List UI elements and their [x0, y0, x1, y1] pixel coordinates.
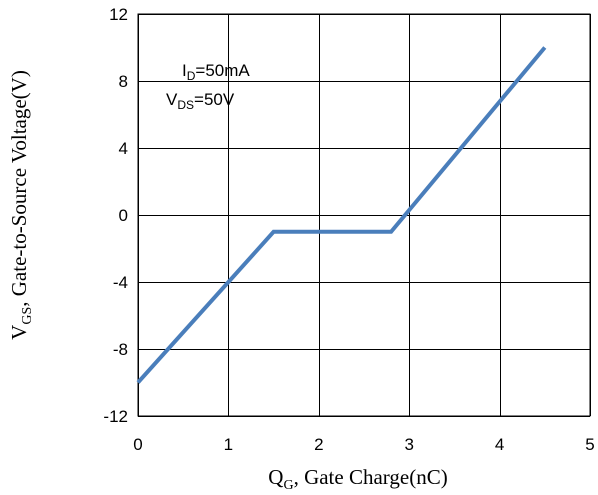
x-axis-title-main: Q	[268, 465, 283, 489]
y-tick-label: 8	[119, 72, 128, 91]
y-axis-title-rest: , Gate-to-Source Voltage(V)	[7, 70, 31, 307]
x-tick-label: 5	[585, 435, 594, 454]
x-axis-title: QG, Gate Charge(nC)	[268, 465, 447, 493]
plot-area-frame	[137, 13, 591, 417]
y-tick-label: 0	[119, 206, 128, 225]
annotation-subscript: DS	[177, 98, 194, 112]
x-axis-tick-labels: 0 1 2 3 4 5	[133, 435, 594, 454]
y-tick-label: -8	[113, 340, 128, 359]
x-tick-label: 4	[495, 435, 504, 454]
y-axis-tick-labels: -12 -8 -4 0 4 8 12	[103, 5, 128, 426]
x-tick-label: 0	[133, 435, 142, 454]
x-axis-title-rest: , Gate Charge(nC)	[294, 465, 448, 489]
annotation-label: VDS=50V	[166, 90, 235, 112]
annotation-main: V	[166, 90, 178, 109]
y-axis-title-main: V	[7, 325, 31, 340]
x-axis-title-subscript: G	[283, 478, 293, 493]
x-tick-label: 3	[404, 435, 413, 454]
x-tick-label: 2	[314, 435, 323, 454]
y-axis-title-subscript: GS	[20, 307, 35, 325]
annotation-subscript: D	[187, 69, 196, 83]
y-tick-label: 12	[109, 5, 128, 24]
x-tick-label: 1	[224, 435, 233, 454]
annotation-main: I	[182, 61, 187, 80]
annotation-label: ID=50mA	[182, 61, 250, 83]
series-layer	[136, 46, 547, 384]
annotation-rest: =50mA	[195, 61, 250, 80]
y-tick-label: -12	[103, 407, 128, 426]
series-line	[136, 46, 547, 384]
y-tick-label: 4	[119, 139, 128, 158]
annotation-rest: =50V	[194, 90, 235, 109]
y-axis-title: VGS, Gate-to-Source Voltage(V)	[7, 70, 35, 340]
y-tick-label: -4	[113, 273, 128, 292]
